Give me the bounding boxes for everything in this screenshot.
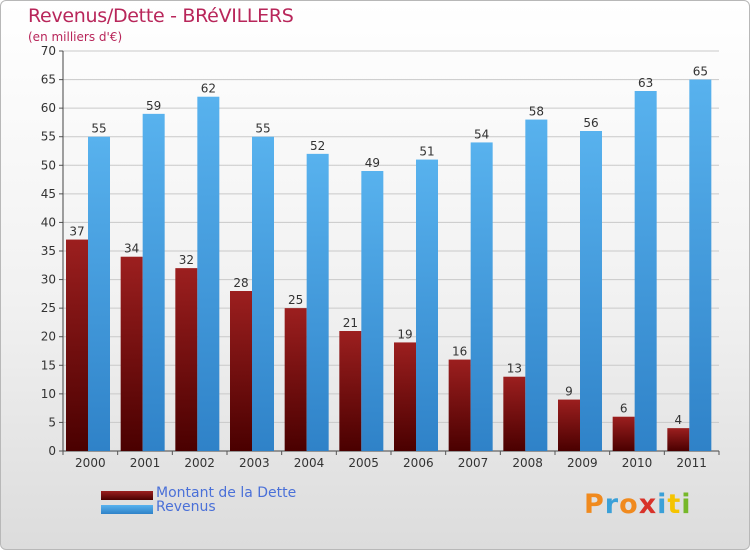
- bar-revenus: [689, 79, 712, 452]
- x-tick-label: 2005: [348, 456, 379, 470]
- x-tick-label: 2007: [458, 456, 489, 470]
- x-tick-label: 2008: [512, 456, 543, 470]
- x-tick-label: 2003: [239, 456, 270, 470]
- x-tick-label: 2009: [567, 456, 598, 470]
- logo-letter: o: [619, 489, 639, 520]
- x-tick-label: 2011: [676, 456, 707, 470]
- bar-dette: [394, 342, 416, 451]
- y-tick-label: 25: [41, 301, 56, 315]
- legend-swatch-dette: [101, 491, 153, 500]
- value-label-dette: 32: [179, 253, 194, 267]
- y-tick-label: 60: [41, 101, 56, 115]
- value-label-revenus: 49: [365, 156, 380, 170]
- chart-title: Revenus/Dette - BRéVILLERS: [28, 5, 294, 27]
- bar-dette: [230, 291, 252, 451]
- legend-label-revenus: Revenus: [156, 499, 216, 515]
- value-label-revenus: 65: [693, 65, 708, 79]
- bar-dette: [448, 359, 471, 451]
- bar-revenus: [252, 136, 274, 451]
- legend-label-dette: Montant de la Dette: [156, 485, 297, 501]
- bar-dette: [339, 331, 362, 451]
- y-tick-label: 15: [41, 358, 56, 372]
- x-tick-label: 2001: [130, 456, 161, 470]
- bar-revenus: [142, 113, 165, 451]
- value-label-dette: 37: [69, 225, 84, 239]
- x-tick-label: 2000: [75, 456, 106, 470]
- value-label-revenus: 62: [201, 82, 216, 96]
- bar-revenus: [525, 119, 548, 452]
- value-label-revenus: 58: [529, 105, 544, 119]
- value-label-revenus: 54: [474, 127, 489, 141]
- y-tick-label: 50: [41, 158, 56, 172]
- y-tick-label: 30: [41, 273, 56, 287]
- x-tick-label: 2004: [294, 456, 325, 470]
- value-label-dette: 21: [343, 316, 358, 330]
- bar-dette: [175, 268, 198, 451]
- value-label-dette: 19: [397, 327, 412, 341]
- value-label-dette: 6: [620, 402, 628, 416]
- bar-revenus: [306, 153, 329, 451]
- proxiti-logo: Proxiti: [584, 489, 692, 520]
- value-label-revenus: 55: [91, 122, 106, 136]
- bar-revenus: [197, 96, 220, 451]
- value-label-revenus: 59: [146, 99, 161, 113]
- bar-dette: [503, 376, 526, 451]
- y-tick-label: 65: [41, 73, 56, 87]
- value-label-dette: 25: [288, 293, 303, 307]
- bar-revenus: [634, 91, 657, 451]
- value-label-dette: 9: [565, 385, 573, 399]
- y-tick-label: 0: [48, 444, 56, 458]
- y-tick-label: 20: [41, 330, 56, 344]
- y-tick-label: 35: [41, 244, 56, 258]
- x-tick-label: 2006: [403, 456, 434, 470]
- value-label-revenus: 52: [310, 139, 325, 153]
- bar-dette: [558, 399, 580, 451]
- logo-letter: x: [638, 489, 658, 520]
- bar-dette: [66, 239, 88, 451]
- bar-revenus: [361, 171, 384, 451]
- y-tick-label: 45: [41, 187, 56, 201]
- logo-letter: r: [604, 489, 620, 520]
- value-label-dette: 16: [452, 345, 467, 359]
- y-tick-label: 55: [41, 130, 56, 144]
- value-label-dette: 34: [124, 242, 139, 256]
- chart-subtitle: (en milliers d'€): [28, 30, 123, 44]
- y-tick-label: 70: [41, 44, 56, 58]
- logo-letter: i: [681, 489, 692, 520]
- bar-revenus: [470, 142, 493, 451]
- y-tick-label: 10: [41, 387, 56, 401]
- value-label-dette: 13: [507, 362, 522, 376]
- logo-letter: P: [584, 489, 605, 520]
- value-label-revenus: 51: [419, 145, 434, 159]
- y-tick-label: 40: [41, 215, 56, 229]
- bar-dette: [612, 416, 635, 451]
- logo-letter: t: [667, 489, 682, 520]
- x-tick-label: 2010: [622, 456, 653, 470]
- value-label-dette: 28: [233, 276, 248, 290]
- bar-dette: [667, 428, 690, 451]
- value-label-revenus: 55: [255, 122, 270, 136]
- bar-revenus: [416, 159, 438, 452]
- legend-swatch-revenus: [101, 505, 153, 514]
- x-tick-label: 2002: [184, 456, 215, 470]
- value-label-revenus: 63: [638, 76, 653, 90]
- value-label-dette: 4: [675, 413, 683, 427]
- bar-dette: [284, 308, 307, 451]
- y-tick-label: 5: [48, 415, 56, 429]
- bar-dette: [120, 256, 143, 451]
- bar-revenus: [580, 131, 602, 451]
- logo-letter: i: [657, 489, 668, 520]
- value-label-revenus: 56: [583, 116, 598, 130]
- bar-revenus: [88, 136, 110, 451]
